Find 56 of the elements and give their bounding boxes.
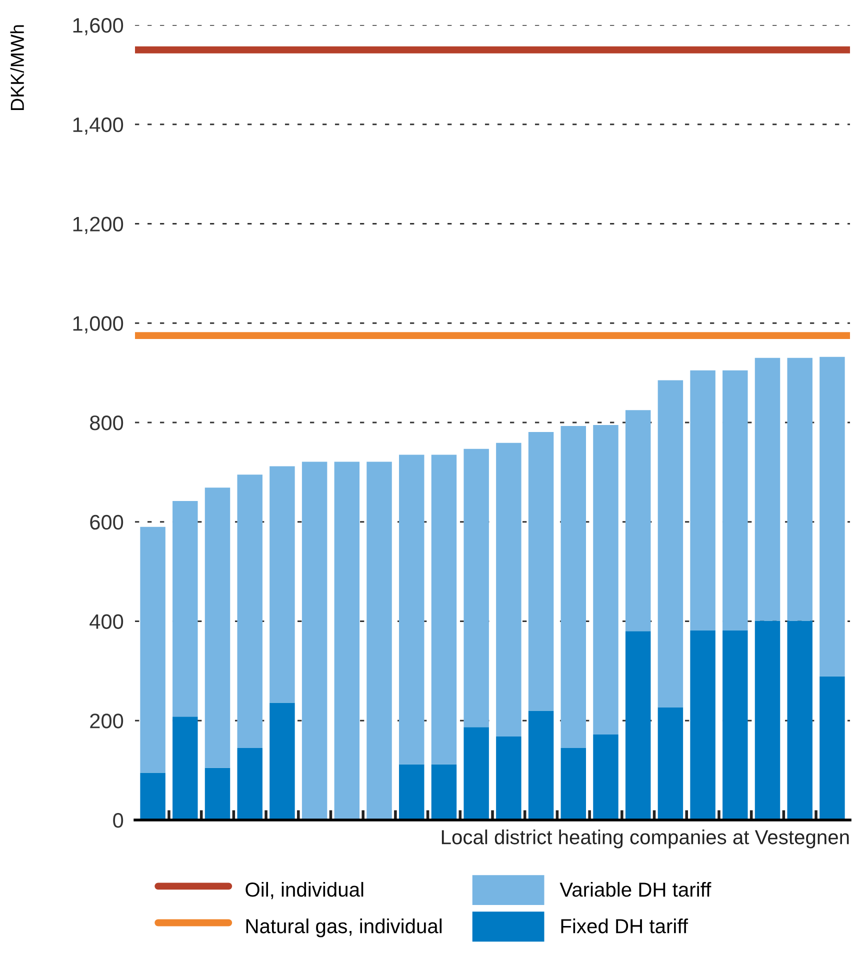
bar — [658, 707, 684, 820]
bar — [237, 748, 262, 820]
bar — [496, 736, 522, 820]
y-tick-label: 1,200 — [73, 216, 124, 234]
legend-label: Fixed DH tariff — [561, 918, 688, 934]
bar — [464, 448, 489, 728]
bar — [204, 768, 230, 820]
bar — [366, 462, 392, 820]
bar — [560, 426, 586, 748]
bar — [820, 676, 845, 820]
bar — [754, 358, 780, 621]
bar — [722, 630, 748, 820]
bar — [787, 358, 812, 621]
y-tick-label: 1,400 — [73, 117, 124, 135]
bar — [820, 356, 845, 676]
bar — [172, 716, 198, 820]
bar — [593, 734, 618, 820]
bar — [140, 526, 166, 773]
y-tick-label: 1,600 — [73, 18, 124, 36]
y-tick-label: 800 — [90, 416, 124, 430]
bar — [399, 454, 424, 764]
bar — [528, 710, 554, 820]
y-tick-label: 200 — [90, 714, 124, 728]
x-axis-title: Local district heating companies at Vestegnen — [442, 830, 849, 848]
bar — [658, 380, 684, 708]
bar — [334, 462, 360, 820]
legend-label: Variable DH tariff — [560, 882, 712, 897]
bar — [270, 466, 295, 703]
bar — [431, 764, 457, 820]
y-tick-label: 600 — [90, 514, 124, 530]
bar — [464, 727, 489, 820]
bar — [140, 772, 166, 820]
y-axis-title: DKK/MWh — [10, 25, 24, 110]
bar — [690, 630, 716, 820]
bar — [172, 501, 198, 717]
bar — [722, 370, 748, 630]
bar — [496, 442, 522, 737]
bar — [787, 620, 812, 820]
bar — [560, 748, 586, 820]
bar — [593, 424, 618, 735]
bar — [690, 370, 716, 630]
bar — [204, 488, 230, 768]
bar — [625, 631, 651, 820]
legend-label: Natural gas, individual — [246, 918, 442, 938]
bar — [625, 410, 651, 632]
bar — [237, 474, 262, 748]
legend-label: Oil, individual — [246, 882, 364, 900]
bar — [431, 454, 457, 764]
y-tick-label: 400 — [90, 614, 124, 630]
bar — [528, 432, 554, 711]
bar — [754, 620, 780, 820]
bar — [302, 462, 328, 820]
bar — [270, 702, 295, 820]
y-tick-label: 1,000 — [73, 316, 124, 334]
bar — [399, 764, 424, 820]
y-tick-label: 0 — [113, 813, 124, 828]
